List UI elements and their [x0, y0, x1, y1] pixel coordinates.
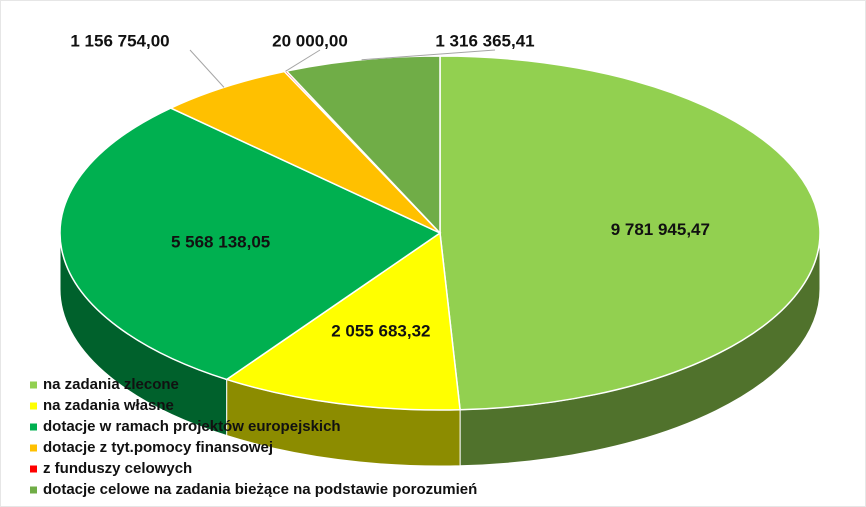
legend-swatch: [30, 381, 37, 389]
value-label: 1 316 365,41: [435, 31, 534, 50]
value-label: 1 156 754,00: [70, 31, 169, 50]
slice: [224, 231, 461, 411]
pie-tops: [59, 55, 821, 411]
slice: [439, 55, 821, 411]
value-label: 2 055 683,32: [331, 321, 430, 340]
legend-label: dotacje celowe na zadania bieżące na pod…: [43, 481, 477, 498]
legend-swatch: [30, 423, 37, 431]
value-labels: 9 781 945,47 2 055 683,32 5 568 138,05 1 15…: [70, 31, 710, 340]
legend-swatch: [30, 486, 37, 494]
legend: na zadania zlecone na zadania własne dotac…: [30, 376, 477, 498]
legend-swatch: [30, 465, 37, 473]
legend-label: dotacje z tyt.pomocy finansowej: [43, 439, 273, 456]
value-label: 20 000,00: [272, 31, 348, 50]
slice: [59, 107, 442, 381]
slice: [169, 70, 441, 234]
legend-label: z funduszy celowych: [43, 460, 192, 477]
legend-swatch: [30, 402, 37, 410]
legend-swatch: [30, 444, 37, 452]
legend-label: dotacje w ramach projektów europejskich: [43, 418, 341, 435]
leader-line: [285, 49, 321, 72]
legend-label: na zadania własne: [43, 397, 174, 414]
value-label: 9 781 945,47: [611, 220, 710, 239]
leader-line: [361, 49, 496, 61]
leader-line: [189, 49, 225, 88]
legend-label: na zadania zlecone: [43, 376, 179, 393]
value-label: 5 568 138,05: [171, 232, 270, 251]
